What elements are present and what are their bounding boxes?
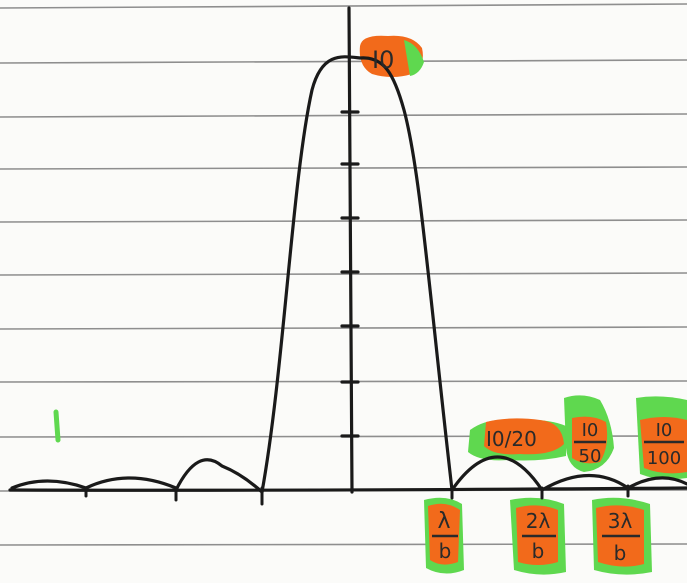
min-2-label: 2λ b — [522, 509, 556, 563]
highlight-secmax1 — [484, 418, 564, 455]
min-2-denominator: b — [532, 539, 545, 563]
side-lobe-right-1 — [450, 455, 544, 492]
secondary-max-3-numerator: I0 — [656, 420, 673, 441]
highlight-min1 — [428, 503, 460, 565]
secondary-max-2-label: I0 50 — [574, 420, 606, 467]
ruled-line — [0, 166, 687, 170]
ruled-line — [0, 543, 687, 546]
central-maximum — [260, 55, 454, 494]
min-3-label: 3λ b — [602, 509, 640, 565]
highlights — [359, 35, 687, 575]
ruled-line — [0, 219, 687, 223]
x-axis — [8, 486, 687, 492]
min-1-label: λ b — [432, 509, 458, 563]
side-lobe-left-2 — [84, 476, 178, 490]
side-lobe-left-3 — [10, 479, 88, 490]
y-axis — [347, 6, 354, 494]
min-1-numerator: λ — [437, 509, 450, 534]
secondary-max-3-label: I0 100 — [644, 420, 684, 469]
secondary-max-2-numerator: I0 — [582, 420, 599, 441]
peak-label: I0 — [372, 46, 394, 74]
ruled-line — [0, 272, 687, 276]
ruled-line — [0, 59, 687, 64]
secondary-max-3-denominator: 100 — [647, 448, 681, 469]
y-ticks — [340, 110, 360, 438]
side-lobe-left-1 — [174, 458, 264, 494]
intensity-curve — [10, 55, 687, 494]
ruled-line — [0, 113, 687, 118]
highlight-peak-green — [404, 40, 424, 76]
ruled-line — [0, 326, 687, 330]
ruled-line — [0, 3, 687, 9]
labels: I0 I0/20 I0 50 I0 100 λ b 2λ b 3λ b — [372, 46, 684, 565]
secondary-max-1-label: I0/20 — [486, 427, 537, 451]
green-mark — [53, 409, 61, 443]
axes — [8, 6, 687, 494]
min-3-denominator: b — [614, 541, 627, 565]
highlight-secmax2 — [572, 416, 608, 464]
secondary-max-2-denominator: 50 — [579, 446, 602, 467]
side-lobe-right-2 — [540, 473, 630, 492]
min-1-denominator: b — [439, 539, 452, 563]
side-lobe-right-3 — [626, 476, 687, 490]
min-2-numerator: 2λ — [526, 509, 551, 533]
highlight-secmax3 — [640, 417, 687, 474]
min-3-numerator: 3λ — [608, 509, 633, 533]
